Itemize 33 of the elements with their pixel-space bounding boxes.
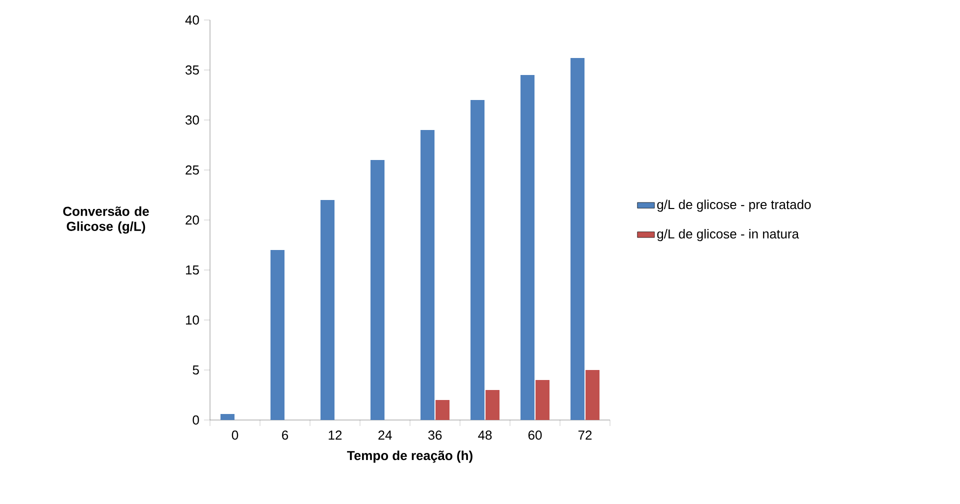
x-tick-label: 12 (328, 430, 342, 440)
x-axis-title: Tempo de reação (h) (347, 450, 472, 463)
bar (470, 100, 485, 420)
bar (536, 380, 550, 420)
y-tick-label: 40 (185, 15, 199, 25)
bar (486, 390, 500, 420)
bar (520, 75, 535, 420)
y-tick-label: 35 (186, 65, 199, 75)
x-tick-label: 72 (578, 430, 592, 440)
y-tick-label: 20 (186, 215, 199, 225)
x-tick-label: 6 (282, 430, 288, 440)
y-tick-label: 30 (186, 115, 199, 125)
y-tick-label: 10 (186, 315, 199, 325)
bar (586, 370, 600, 420)
y-tick-label: 25 (186, 165, 199, 175)
y-tick-label: 5 (192, 365, 199, 375)
y-tick-label: 0 (192, 415, 199, 425)
bar (220, 414, 235, 420)
x-tick-label: 0 (232, 430, 238, 440)
bar (320, 200, 335, 420)
x-tick-label: 60 (528, 430, 542, 440)
bar (270, 250, 285, 420)
bar (570, 58, 585, 420)
x-tick-label: 48 (478, 430, 492, 440)
bar (370, 160, 385, 420)
y-tick-label: 15 (186, 265, 199, 275)
legend-label: g/L de glicose - pre tratado (657, 200, 811, 212)
x-tick-label: 36 (428, 430, 442, 440)
bar (420, 130, 435, 420)
legend-label: g/L de glicose - in natura (657, 228, 800, 242)
bar (436, 400, 450, 420)
y-axis-title: Conversão de Glicose (g/L) (63, 206, 149, 234)
x-tick-label: 24 (378, 430, 392, 440)
